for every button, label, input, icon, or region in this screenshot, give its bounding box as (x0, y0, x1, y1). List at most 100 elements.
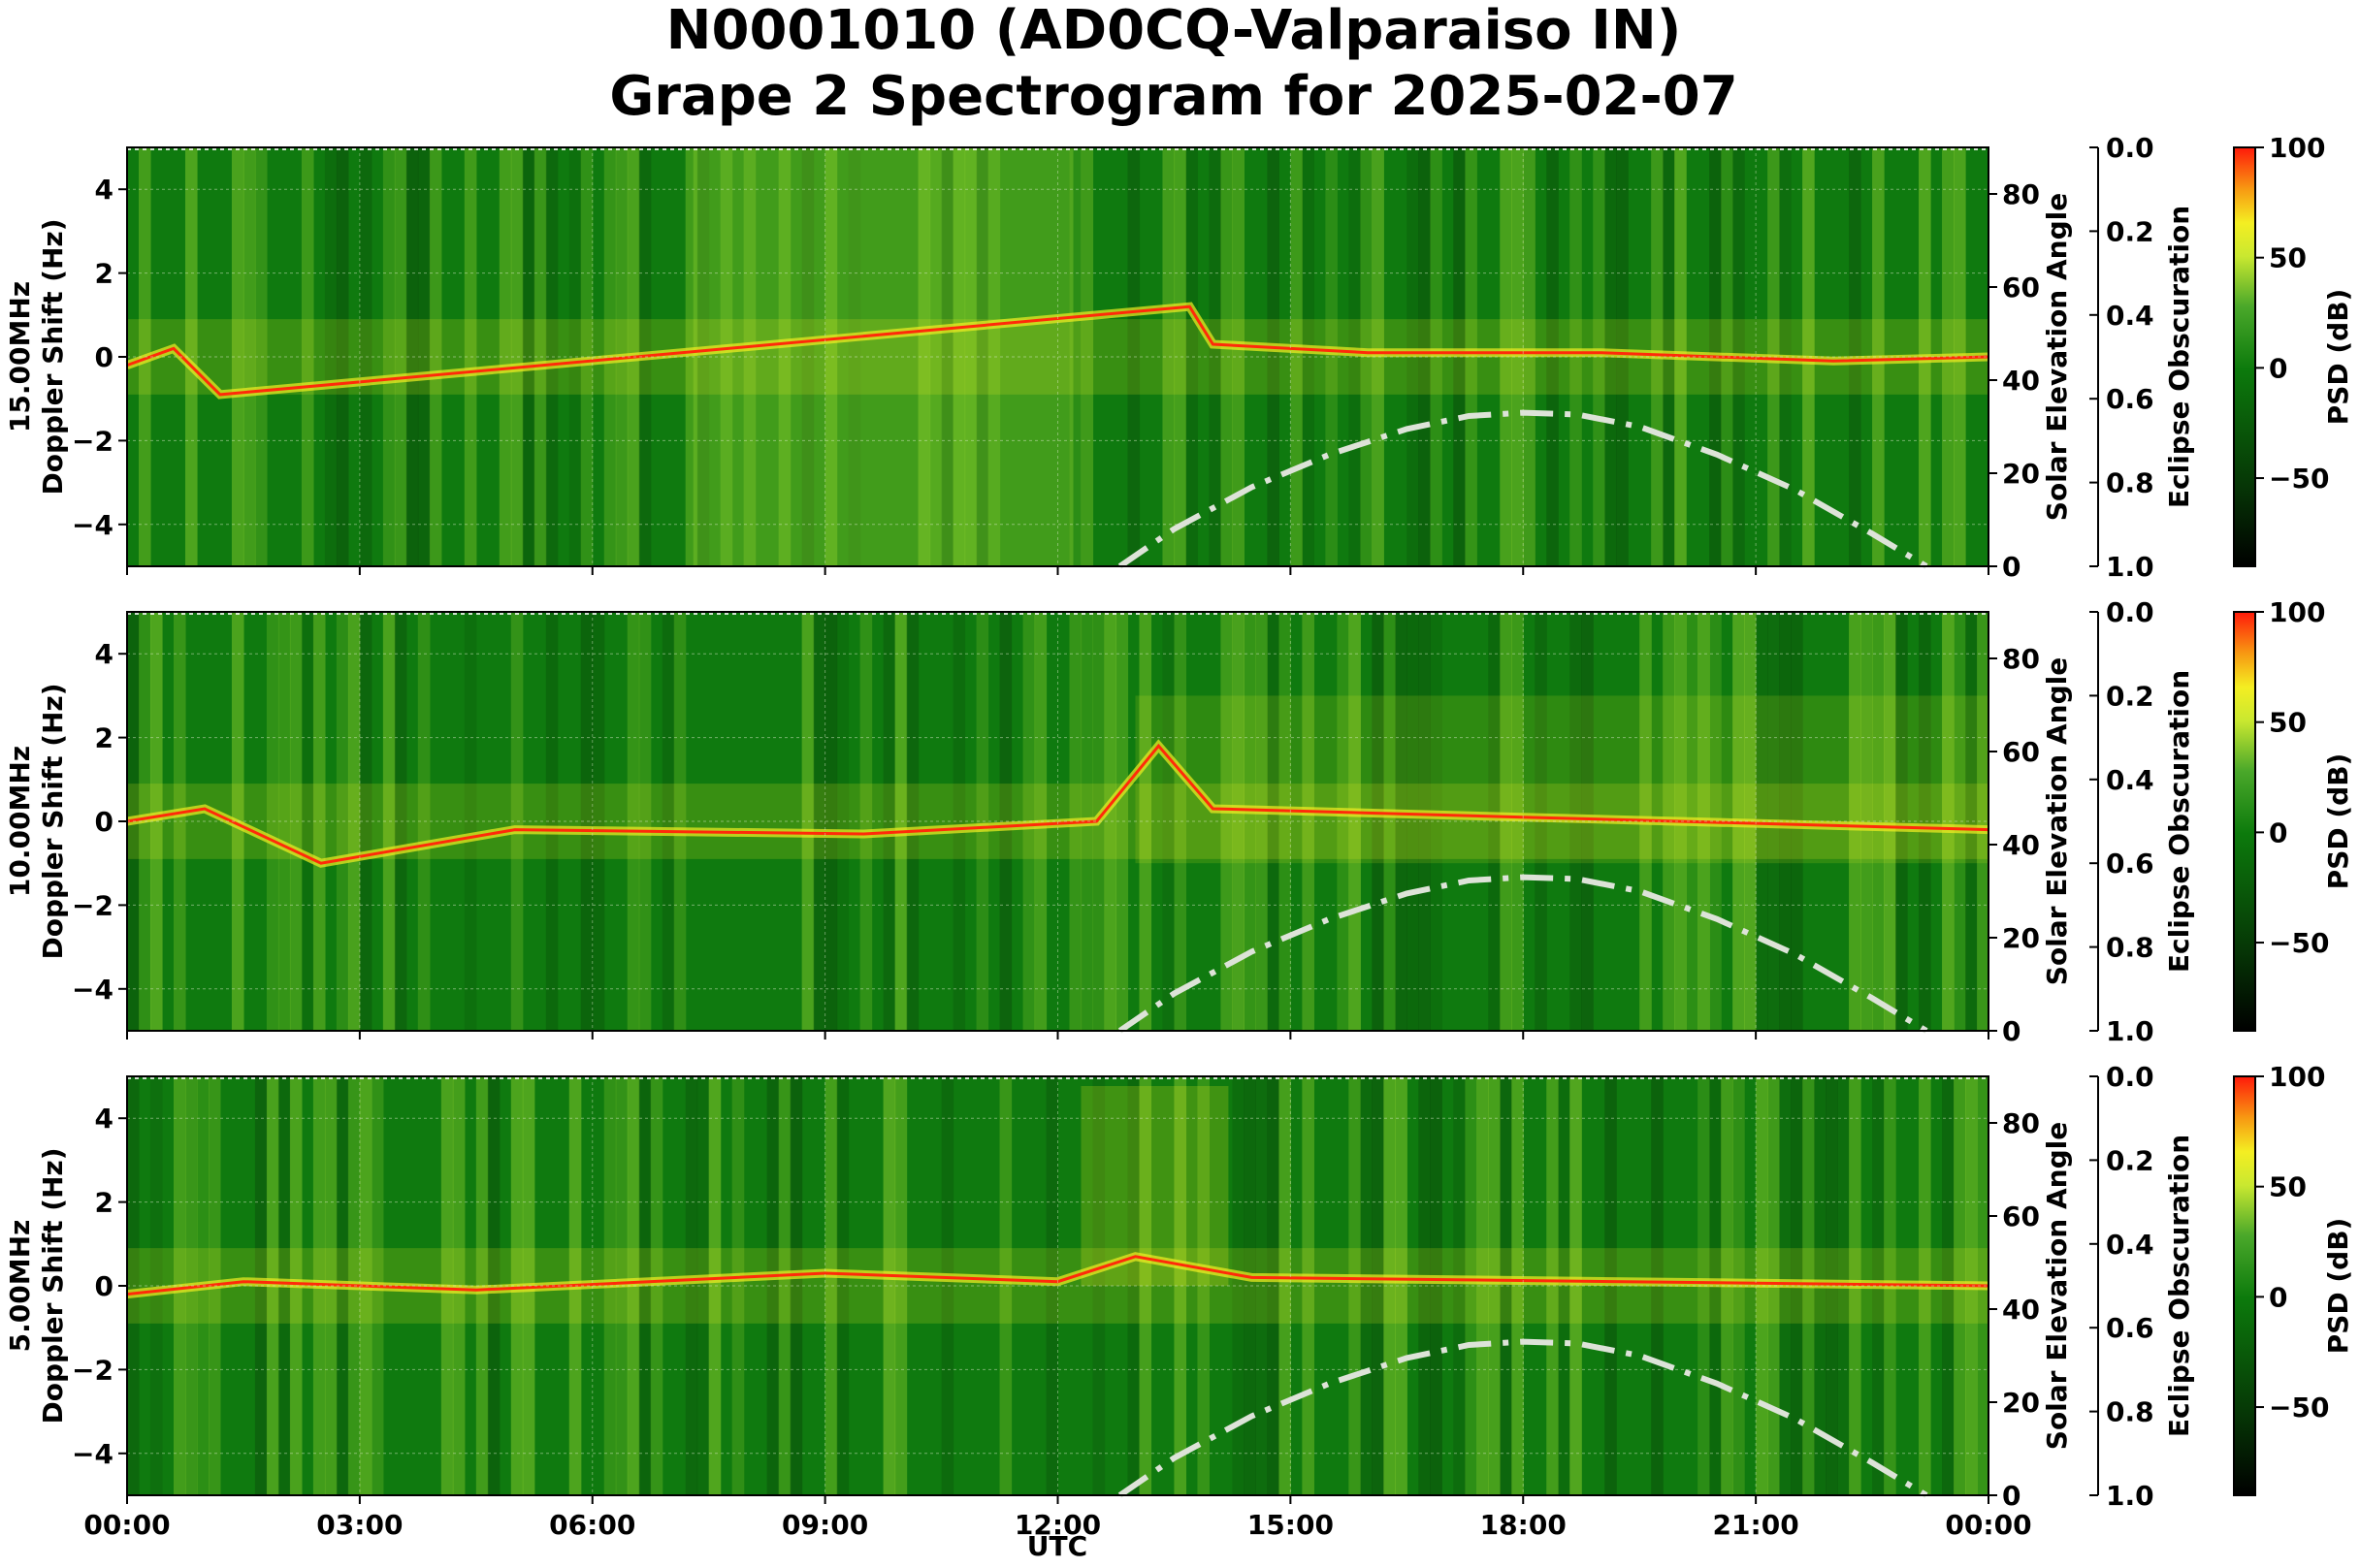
y-tick-label: −4 (72, 1438, 113, 1470)
solar-tick-label: 60 (2002, 1200, 2040, 1232)
spectrogram-texture-strip (918, 147, 931, 566)
eclipse-axis-label: Eclipse Obscuration (2163, 206, 2195, 508)
y-tick-label: −2 (72, 425, 113, 457)
spectrogram-texture-strip (813, 612, 826, 1031)
spectrogram-texture-strip (1977, 612, 1989, 1031)
spectrogram-texture-strip (894, 612, 908, 1031)
spectrogram-texture-strip (1162, 147, 1176, 566)
eclipse-axis-label: Eclipse Obscuration (2163, 1135, 2195, 1437)
eclipse-tick-label: 0.4 (2106, 300, 2154, 332)
solar-axis-label: Solar Elevation Angle (2041, 193, 2073, 521)
spectrogram-texture-strip (836, 1076, 850, 1495)
eclipse-tick-label: 0.6 (2106, 848, 2154, 880)
spectrogram-texture-strip (1418, 612, 1431, 1031)
solar-elevation-curve (1117, 874, 1928, 1034)
spectrogram-texture-strip (1895, 612, 1908, 1031)
y-tick-label: −2 (72, 889, 113, 921)
x-tick-label: 00:00 (1945, 1509, 2031, 1541)
colorbar-tick-label: −50 (2269, 463, 2329, 495)
spectrogram-texture-strip (941, 147, 954, 566)
spectrogram-texture-strip (1360, 1076, 1373, 1495)
colorbar-tick-label: 50 (2269, 242, 2307, 274)
eclipse-tick-label: 0.0 (2106, 596, 2154, 628)
spectrogram-texture-strip (1395, 1076, 1407, 1495)
spectrogram-texture-strip (1500, 612, 1512, 1031)
spectrogram-texture-strip (1139, 612, 1152, 1031)
spectrogram-texture-strip (1919, 612, 1931, 1031)
y-axis-label: Doppler Shift (Hz) (37, 683, 69, 959)
spectrogram-texture-strip (685, 147, 698, 566)
solar-tick-label: 0 (2002, 551, 2021, 583)
spectrogram-texture-strip (731, 1076, 745, 1495)
eclipse-tick-label: 0.6 (2106, 383, 2154, 415)
colorbar-label: PSD (dB) (2322, 289, 2354, 426)
spectrogram-texture-strip (685, 1076, 698, 1495)
x-tick-label: 09:00 (782, 1509, 868, 1541)
spectrogram-texture-strip (801, 147, 815, 566)
x-tick-label: 21:00 (1713, 1509, 1799, 1541)
spectrogram-texture-strip (1185, 147, 1199, 566)
x-tick-label: 12:00 (1015, 1509, 1101, 1541)
spectrogram-texture-strip (1453, 1076, 1466, 1495)
colorbar-tick-label: −50 (2269, 1392, 2329, 1424)
colorbar (2233, 146, 2256, 567)
spectrogram-texture-strip (1092, 1076, 1106, 1495)
solar-tick-label: 40 (2002, 1294, 2040, 1326)
spectrogram-texture-strip (999, 612, 1013, 1031)
spectrogram-texture-strip (743, 147, 757, 566)
eclipse-tick-label: 0.0 (2106, 1061, 2154, 1093)
spectrogram-texture-strip (906, 612, 920, 1031)
spectrogram-texture-strip (1069, 147, 1083, 566)
solar-axis-label: Solar Elevation Angle (2041, 1122, 2073, 1450)
colorbar-tick-label: 100 (2269, 596, 2325, 628)
frequency-label: 10.00MHz (4, 746, 36, 897)
spectrogram-texture-strip (1488, 612, 1501, 1031)
spectrogram-texture-strip (976, 612, 989, 1031)
spectrogram-texture-strip (1197, 1076, 1211, 1495)
spectrogram-texture-strip (1115, 612, 1129, 1031)
spectrogram-texture-strip (824, 1076, 838, 1495)
solar-elevation-curve (1117, 1338, 1928, 1498)
colorbar-label: PSD (dB) (2322, 753, 2354, 890)
spectrogram-texture-strip (1569, 1076, 1582, 1495)
spectrogram-texture-strip (953, 612, 966, 1031)
spectrogram-texture-strip (1348, 612, 1361, 1031)
spectrogram-texture-strip (1174, 1076, 1187, 1495)
eclipse-tick-label: 0.8 (2106, 467, 2154, 499)
spectrogram-texture-strip (696, 147, 710, 566)
spectrogram-texture-strip (778, 147, 792, 566)
spectrogram-texture-strip (1942, 612, 1955, 1031)
x-tick-label: 15:00 (1247, 1509, 1334, 1541)
spectrogram-texture-strip (1232, 1076, 1245, 1495)
spectrogram-texture-strip (1255, 612, 1268, 1031)
frequency-label: 15.00MHz (4, 281, 36, 432)
spectrogram-panel: 420−2−410.00MHz Doppler Shift (Hz)8060402… (4, 596, 2354, 1047)
spectrogram-texture-strip (1372, 612, 1384, 1031)
spectrogram-texture-strip (1290, 147, 1303, 566)
spectrogram-texture-strip (824, 147, 838, 566)
y-tick-label: −4 (72, 974, 113, 1006)
spectrogram-texture-strip (848, 147, 861, 566)
solar-tick-label: 20 (2002, 922, 2040, 954)
spectrogram-texture-strip (1220, 147, 1234, 566)
spectrogram-texture-strip (1127, 147, 1141, 566)
spectrogram-texture-strip (801, 612, 815, 1031)
solar-tick-label: 40 (2002, 829, 2040, 861)
colorbar-tick-label: 50 (2269, 1171, 2307, 1203)
spectrogram-texture-strip (1383, 1076, 1396, 1495)
spectrogram-texture-strip (1348, 147, 1361, 566)
spectrogram-texture-strip (1046, 1076, 1059, 1495)
colorbar-label: PSD (dB) (2322, 1218, 2354, 1355)
solar-tick-label: 60 (2002, 272, 2040, 304)
daytime-glow (1135, 695, 1988, 864)
eclipse-tick-label: 1.0 (2106, 1015, 2154, 1047)
colorbar-tick-label: 0 (2269, 352, 2287, 384)
spectrogram-texture-strip (778, 1076, 792, 1495)
spectrogram-panel: 420−2−45.00MHz Doppler Shift (Hz)80604020… (4, 1061, 2354, 1541)
spectrogram-texture-strip (976, 147, 989, 566)
spectrogram-texture-strip (1406, 612, 1419, 1031)
eclipse-tick-label: 0.6 (2106, 1312, 2154, 1344)
colorbar (2233, 611, 2256, 1032)
spectrogram-texture-strip (1430, 1076, 1442, 1495)
